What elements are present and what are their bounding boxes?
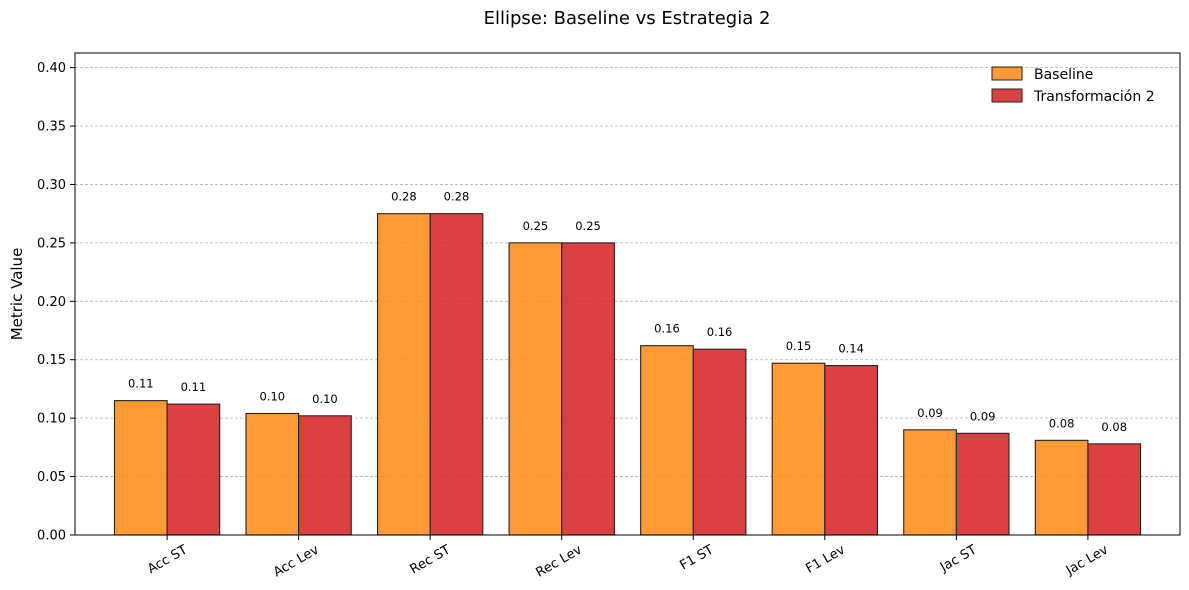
data-label: 0.10 (312, 392, 338, 406)
data-labels: 0.11 0.11 0.10 0.10 0.28 0.28 0.25 0.25 0.16 0.16… (128, 190, 1127, 434)
bar-baseline-jac-st (903, 429, 957, 536)
data-label: 0.09 (917, 406, 943, 420)
bar-baseline-f1-st (640, 345, 694, 536)
x-tick-label: Rec ST (408, 542, 454, 577)
bar-transformacion-2-jac-lev (1087, 443, 1142, 536)
bar-transformacion-2-jac-st (955, 432, 1010, 536)
data-label: 0.25 (575, 219, 601, 233)
data-label: 0.08 (1049, 416, 1075, 430)
data-label: 0.25 (523, 219, 549, 233)
data-label: 0.16 (654, 322, 680, 336)
legend-swatch-transformacion-2 (991, 88, 1023, 103)
y-tick-label: 0.35 (37, 120, 66, 135)
data-label: 0.28 (391, 190, 417, 204)
bar-baseline-acc-st (113, 400, 168, 536)
bar-transformacion-2-f1-st (692, 348, 747, 536)
data-label: 0.11 (128, 377, 154, 391)
y-tick-label: 0.15 (37, 353, 66, 368)
y-axis-ticks: 0.00 0.05 0.10 0.15 0.20 0.25 0.30 0.35 0.40 (37, 61, 75, 544)
data-label: 0.15 (786, 339, 812, 353)
x-axis-ticks: Acc ST Acc Lev Rec ST Rec Lev F1 ST F1 Lev Jac… (145, 535, 1111, 581)
data-label: 0.11 (181, 380, 207, 394)
data-label: 0.09 (970, 409, 996, 423)
gridlines (75, 67, 1180, 477)
data-label: 0.16 (707, 325, 733, 339)
x-tick-label: F1 ST (678, 542, 717, 573)
y-tick-label: 0.00 (37, 529, 66, 544)
bars (113, 213, 1142, 536)
bar-baseline-jac-lev (1034, 439, 1089, 536)
y-tick-label: 0.10 (37, 412, 66, 427)
y-tick-label: 0.30 (37, 178, 66, 193)
x-tick-label: Acc ST (145, 542, 190, 577)
chart-title: Ellipse: Baseline vs Estrategia 2 (484, 8, 771, 29)
bar-transformacion-2-f1-lev (824, 365, 878, 536)
y-tick-label: 0.25 (37, 236, 66, 251)
bar-baseline-f1-lev (771, 362, 826, 536)
bar-transformacion-2-acc-st (166, 403, 221, 536)
data-label: 0.14 (838, 342, 864, 356)
bar-transformacion-2-acc-lev (298, 415, 352, 536)
legend-label-baseline: Baseline (1034, 67, 1093, 83)
x-tick-label: Rec Lev (534, 542, 585, 580)
bar-baseline-rec-st (377, 213, 431, 536)
bar-transformacion-2-rec-lev (561, 242, 615, 536)
y-tick-label: 0.05 (37, 470, 66, 485)
x-tick-label: F1 Lev (803, 542, 848, 576)
bar-baseline-rec-lev (508, 242, 563, 536)
bar-baseline-acc-lev (245, 412, 300, 536)
y-axis-label: Metric Value (8, 248, 26, 341)
y-tick-label: 0.40 (37, 61, 66, 76)
x-tick-label: Jac ST (937, 542, 979, 575)
plot-frame (74, 52, 1181, 536)
legend-label-transformacion-2: Transformación 2 (1033, 89, 1155, 105)
x-tick-label: Acc Lev (271, 542, 322, 580)
legend-swatch-baseline (991, 66, 1023, 81)
legend: Baseline Transformación 2 (991, 66, 1155, 105)
data-label: 0.10 (260, 389, 286, 403)
data-label: 0.28 (444, 190, 470, 204)
data-label: 0.08 (1101, 420, 1127, 434)
x-tick-label: Jac Lev (1063, 542, 1111, 579)
bar-transformacion-2-rec-st (429, 213, 484, 536)
y-tick-label: 0.20 (37, 295, 66, 310)
